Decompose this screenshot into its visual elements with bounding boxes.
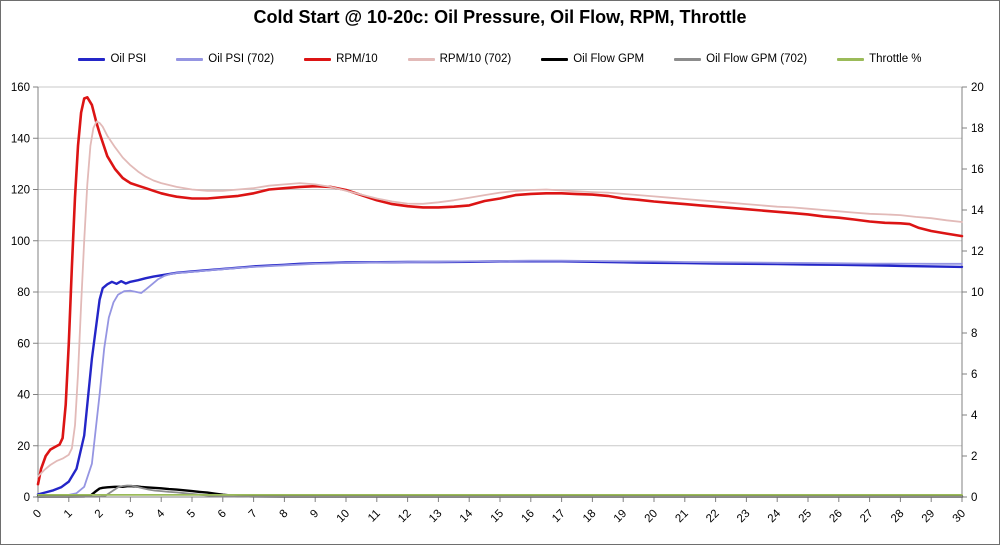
x-tick-label: 6 [216,508,229,521]
x-tick-label: 16 [519,508,537,526]
y-left-tick-label: 160 [11,82,30,94]
x-tick-label: 25 [797,508,815,526]
x-tick-label: 20 [643,508,661,526]
y-left-tick-label: 0 [24,492,30,504]
y-left-tick-label: 120 [11,185,30,197]
legend-swatch-icon [837,57,865,61]
x-tick-label: 23 [735,508,753,526]
legend-swatch-icon [304,57,332,61]
legend-label: RPM/10 (702) [439,53,512,65]
legend-swatch-icon [176,57,204,61]
y-right-tick-label: 14 [971,205,984,217]
y-right-tick-label: 6 [971,369,977,381]
y-right-tick-label: 16 [971,164,984,176]
x-tick-label: 3 [124,508,137,521]
series-line-oil-psi [36,260,964,496]
legend-label: Oil PSI [110,53,147,65]
chart-title: Cold Start @ 10-20c: Oil Pressure, Oil F… [253,7,747,27]
legend-item-oil-flow-gpm: Oil Flow GPM [541,53,644,65]
legend-item-rpm-10-702: RPM/10 (702) [407,53,512,65]
x-tick-label: 1 [62,508,75,521]
x-tick-label: 14 [458,507,476,525]
x-tick-label: 26 [827,508,845,526]
y-right-tick-label: 10 [971,287,984,299]
y-left-tick-label: 140 [11,133,30,145]
legend-label: Throttle % [869,53,922,65]
x-tick-label: 28 [889,508,907,526]
y-right-tick-label: 18 [971,123,984,135]
series-line-rpm-10 [36,96,964,486]
series-line-rpm-10-702 [37,120,963,478]
x-tick-label: 0 [31,508,44,521]
y-right-tick-label: 4 [971,410,978,422]
x-tick-label: 12 [396,508,414,526]
x-tick-label: 30 [951,508,969,526]
x-tick-label: 22 [704,508,722,526]
y-right-tick-label: 0 [971,492,977,504]
legend-label: Oil Flow GPM (702) [706,53,808,65]
x-tick-label: 5 [185,508,198,521]
y-left-tick-label: 40 [17,390,30,402]
y-right-tick-label: 20 [971,82,984,94]
y-left-tick-label: 60 [17,338,30,350]
legend-swatch-icon [541,57,569,61]
y-left-tick-label: 100 [11,236,30,248]
legend-label: RPM/10 [336,53,378,65]
x-tick-label: 2 [93,508,106,521]
legend-item-oil-psi: Oil PSI [78,53,146,65]
legend-item-throttle: Throttle % [837,53,922,65]
y-left-tick-label: 20 [17,441,30,453]
series-line-oil-flow-gpm-702 [37,484,963,498]
legend-label: Oil Flow GPM [573,53,645,65]
x-tick-label: 27 [858,508,876,526]
x-tick-label: 24 [766,507,784,525]
x-tick-label: 19 [612,508,630,526]
legend-label: Oil PSI (702) [208,53,275,65]
legend-swatch-icon [78,57,106,61]
x-tick-label: 13 [427,508,445,526]
legend-swatch-icon [407,57,435,61]
x-tick-label: 29 [920,508,938,526]
x-tick-label: 9 [308,508,321,521]
x-tick-label: 11 [366,508,383,525]
x-tick-label: 15 [489,508,507,526]
y-right-tick-label: 2 [971,451,977,463]
legend-swatch-icon [674,57,702,61]
x-tick-label: 18 [581,508,599,526]
x-tick-label: 8 [278,508,291,521]
y-right-tick-label: 8 [971,328,977,340]
x-tick-label: 17 [550,508,568,526]
legend-item-oil-flow-gpm-702: Oil Flow GPM (702) [674,53,807,65]
x-tick-label: 7 [247,508,260,521]
series-line-oil-psi-702 [37,259,963,498]
y-right-tick-label: 12 [971,246,984,258]
x-tick-label: 21 [673,508,691,526]
y-left-tick-label: 80 [17,287,30,299]
x-tick-label: 10 [335,508,353,526]
chart-legend: Oil PSI Oil PSI (702) RPM/10 RPM/10 (702) Oi… [1,53,999,65]
legend-item-oil-psi-702: Oil PSI (702) [176,53,274,65]
x-tick-label: 4 [154,507,167,520]
legend-item-rpm-10: RPM/10 [304,53,378,65]
